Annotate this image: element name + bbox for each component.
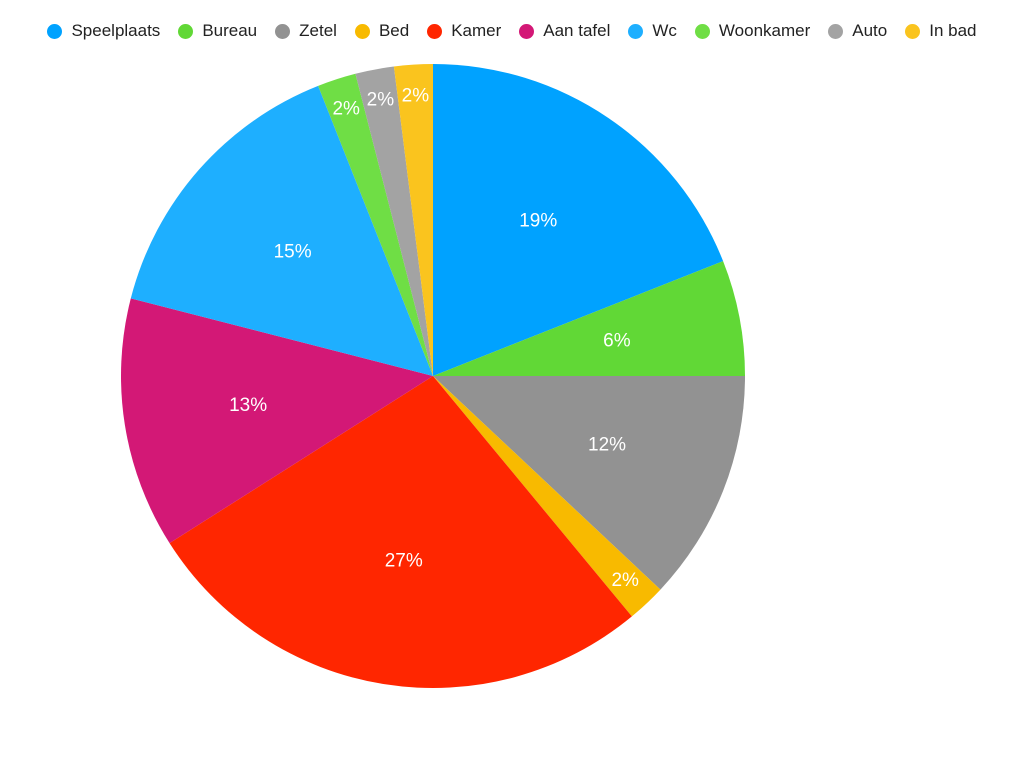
legend-label: Zetel <box>299 21 337 40</box>
legend-label: Woonkamer <box>718 21 811 40</box>
legend-label: In bad <box>929 21 977 40</box>
legend-item: Wc <box>628 21 677 41</box>
slice-value-label: 19% <box>519 211 557 232</box>
legend-item: In bad <box>905 21 977 41</box>
slice-value-label: 2% <box>611 570 639 591</box>
legend-swatch <box>694 23 710 39</box>
legend-swatch <box>178 23 194 39</box>
legend-item: Auto <box>828 21 887 41</box>
legend-label: Aan tafel <box>543 21 611 40</box>
legend-item: Zetel <box>275 21 337 41</box>
pie-slice-speelplaats <box>433 64 724 376</box>
pie-slice-bed <box>433 376 661 617</box>
slice-value-label: 27% <box>385 550 423 571</box>
pie-slice-kamer <box>169 376 632 688</box>
legend-label: Kamer <box>451 21 502 40</box>
legend-swatch <box>628 23 644 39</box>
legend-swatch <box>275 23 291 39</box>
legend-label: Speelplaats <box>71 21 161 40</box>
legend-item: Kamer <box>427 21 501 41</box>
legend-label: Bed <box>378 21 410 40</box>
legend-swatch <box>519 23 535 39</box>
pie-slice-woonkamer <box>318 73 433 376</box>
slice-value-label: 6% <box>603 330 631 351</box>
legend-label: Auto <box>852 21 888 40</box>
chart-legend: Speelplaats Bureau Zetel Bed Kamer Aan tafel W… <box>0 18 1024 44</box>
legend-swatch <box>828 23 844 39</box>
legend-item: Woonkamer <box>694 21 811 41</box>
pie-slice-wc <box>130 85 433 377</box>
pie-slice-auto <box>355 66 433 377</box>
legend-swatch <box>905 23 921 39</box>
slice-value-label: 2% <box>402 85 430 106</box>
legend-item: Bureau <box>178 21 257 41</box>
pie-slice-in-bad <box>393 64 433 376</box>
slice-value-label: 12% <box>588 434 626 455</box>
pie-slice-aan-tafel <box>120 298 433 544</box>
legend-swatch <box>427 23 443 39</box>
legend-item: Bed <box>354 21 410 41</box>
slice-value-label: 2% <box>367 90 395 111</box>
legend-item: Aan tafel <box>519 21 610 41</box>
legend-item: Speelplaats <box>47 21 160 41</box>
legend-label: Wc <box>652 21 677 40</box>
legend-swatch <box>354 23 370 39</box>
slice-value-label: 15% <box>274 242 312 263</box>
legend-swatch <box>47 23 63 39</box>
pie-slice-zetel <box>433 376 745 590</box>
legend-label: Bureau <box>202 21 258 40</box>
slice-value-label: 2% <box>332 98 360 119</box>
slice-value-label: 13% <box>229 395 267 416</box>
pie-slice-bureau <box>433 261 745 376</box>
